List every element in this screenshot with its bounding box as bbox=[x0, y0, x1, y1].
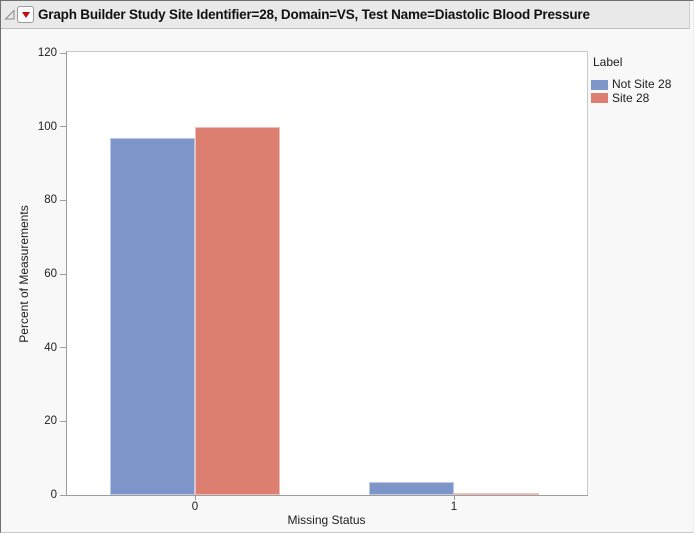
red-triangle-icon bbox=[21, 11, 30, 18]
legend-item-label: Not Site 28 bbox=[612, 77, 672, 91]
bar-not-site-28-category-0[interactable] bbox=[110, 138, 195, 495]
report-title: Graph Builder Study Site Identifier=28, … bbox=[38, 7, 590, 22]
x-tick-label: 1 bbox=[450, 501, 458, 513]
legend-item-not-site-28[interactable]: Not Site 28 bbox=[591, 78, 671, 91]
y-tick-mark bbox=[60, 494, 66, 496]
bar-site-28-category-1[interactable] bbox=[454, 493, 539, 495]
legend-item-label: Site 28 bbox=[612, 90, 650, 105]
legend-item-site-28[interactable]: Site 28 bbox=[591, 90, 650, 105]
y-tick-label: 0 bbox=[50, 489, 57, 501]
y-axis-line bbox=[66, 51, 67, 496]
x-axis-title: Missing Status bbox=[287, 513, 366, 527]
bar-not-site-28-category-1[interactable] bbox=[369, 482, 454, 495]
y-tick-mark bbox=[60, 273, 66, 275]
y-tick-label: 60 bbox=[44, 268, 57, 280]
y-tick-label: 80 bbox=[44, 194, 57, 207]
y-tick-mark bbox=[60, 126, 66, 128]
y-tick-mark bbox=[60, 347, 66, 349]
legend-title: Label bbox=[593, 55, 623, 69]
x-tick-label: 0 bbox=[191, 501, 199, 513]
y-tick-label: 120 bbox=[37, 47, 57, 59]
y-tick-label: 40 bbox=[44, 341, 57, 354]
red-triangle-menu-button[interactable] bbox=[17, 6, 34, 23]
y-axis-title: Percent of Measurements bbox=[17, 205, 31, 343]
y-tick-mark bbox=[60, 52, 66, 54]
x-axis-line bbox=[66, 495, 588, 496]
y-tick-label: 20 bbox=[44, 415, 57, 428]
legend-swatch-icon bbox=[591, 93, 608, 103]
y-tick-mark bbox=[60, 420, 66, 422]
disclosure-triangle-icon[interactable] bbox=[3, 8, 16, 21]
y-tick-mark bbox=[60, 199, 66, 201]
y-tick-label: 100 bbox=[37, 120, 57, 133]
report-title-bar: Graph Builder Study Site Identifier=28, … bbox=[1, 1, 690, 29]
bar-site-28-category-0[interactable] bbox=[195, 127, 280, 495]
x-tick-mark bbox=[454, 496, 455, 500]
x-tick-mark bbox=[195, 496, 196, 500]
legend-swatch-icon bbox=[591, 79, 608, 90]
